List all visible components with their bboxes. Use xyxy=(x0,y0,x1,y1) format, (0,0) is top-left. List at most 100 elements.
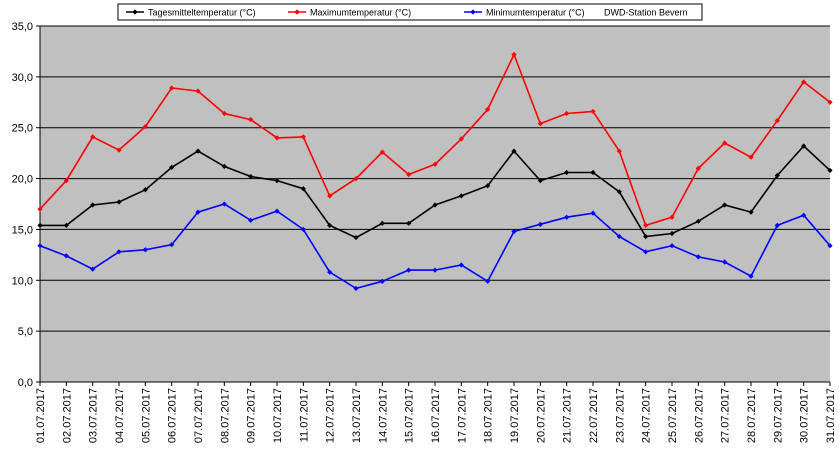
data-point xyxy=(221,201,227,207)
data-point xyxy=(669,230,675,237)
data-point xyxy=(195,88,201,94)
data-point xyxy=(274,178,280,184)
data-point xyxy=(327,269,333,275)
x-tick-label: 01.07.2017 xyxy=(35,388,47,443)
legend-box xyxy=(117,3,703,21)
y-tick-label: 0,0 xyxy=(18,377,33,389)
x-tick-label: 09.07.2017 xyxy=(246,388,258,443)
data-point xyxy=(353,175,359,182)
data-point xyxy=(169,85,175,91)
data-point xyxy=(379,278,385,284)
x-tick-label: 21.07.2017 xyxy=(562,388,574,443)
y-axis: 0,0 5,0 10,0 15,0 20,0 25,0 30,0 35,0 xyxy=(12,21,41,389)
data-point xyxy=(432,267,438,273)
data-point xyxy=(590,108,596,115)
data-point xyxy=(774,117,780,124)
y-tick-label: 30,0 xyxy=(12,72,33,84)
x-tick-label: 18.07.2017 xyxy=(483,388,495,443)
data-point xyxy=(248,116,254,123)
x-tick-label: 06.07.2017 xyxy=(167,388,179,443)
data-point xyxy=(300,134,306,140)
y-tick-label: 10,0 xyxy=(12,275,33,287)
data-point xyxy=(485,183,491,189)
data-point xyxy=(695,218,701,224)
data-point xyxy=(90,202,96,208)
data-point xyxy=(274,208,280,214)
data-point xyxy=(801,143,807,149)
data-point xyxy=(590,169,596,176)
data-point xyxy=(722,259,728,265)
legend-label: Minimumtemperatur (°C) xyxy=(486,8,585,18)
data-point xyxy=(564,169,570,176)
data-point xyxy=(379,149,385,155)
data-point xyxy=(90,134,96,140)
data-point xyxy=(169,242,175,248)
y-tick-label: 5,0 xyxy=(18,326,33,338)
data-point xyxy=(353,234,359,241)
x-tick-label: 15.07.2017 xyxy=(404,388,416,443)
data-point xyxy=(221,110,227,117)
x-tick-label: 27.07.2017 xyxy=(720,388,732,443)
data-point xyxy=(537,178,543,184)
data-point xyxy=(432,202,438,208)
data-point xyxy=(827,167,833,174)
legend-label: Tagesmitteltemperatur (°C) xyxy=(148,8,256,18)
data-point xyxy=(669,214,675,220)
data-point xyxy=(195,148,201,154)
data-point xyxy=(116,147,122,153)
data-point xyxy=(142,124,148,130)
data-point xyxy=(37,243,43,249)
data-point xyxy=(63,253,69,259)
data-point xyxy=(142,187,148,193)
y-tick-label: 20,0 xyxy=(12,174,33,186)
data-point xyxy=(643,233,649,240)
x-tick-label: 10.07.2017 xyxy=(272,388,284,443)
data-point xyxy=(37,222,43,228)
data-point xyxy=(616,233,622,240)
data-point xyxy=(63,178,69,184)
y-tick-label: 35,0 xyxy=(12,21,33,33)
data-point xyxy=(801,212,807,218)
data-point xyxy=(248,217,254,223)
legend-swatch-marker xyxy=(470,9,476,15)
data-point xyxy=(774,222,780,228)
data-point xyxy=(458,262,464,268)
x-tick-label: 31.07.2017 xyxy=(825,388,837,443)
data-point xyxy=(722,202,728,208)
data-point xyxy=(142,247,148,253)
x-tick-label: 07.07.2017 xyxy=(193,388,205,443)
data-point xyxy=(195,209,201,215)
data-point xyxy=(537,121,543,127)
data-point xyxy=(221,163,227,169)
x-tick-label: 14.07.2017 xyxy=(377,388,389,443)
data-point xyxy=(485,278,491,284)
data-point xyxy=(458,193,464,199)
data-point xyxy=(643,249,649,255)
x-tick-label: 29.07.2017 xyxy=(772,388,784,443)
x-tick-label: 19.07.2017 xyxy=(509,388,521,443)
legend-swatch-marker xyxy=(132,9,138,15)
legend: Tagesmitteltemperatur (°C) Maximumtempera… xyxy=(117,3,703,21)
data-point xyxy=(643,222,649,228)
x-tick-label: 13.07.2017 xyxy=(351,388,363,443)
data-point xyxy=(511,148,517,154)
data-point xyxy=(274,135,280,141)
x-tick-label: 05.07.2017 xyxy=(140,388,152,443)
series-3 xyxy=(37,201,833,292)
data-point xyxy=(511,228,517,235)
x-tick-label: 23.07.2017 xyxy=(614,388,626,443)
data-point xyxy=(695,254,701,260)
data-point xyxy=(748,273,754,279)
x-tick-label: 25.07.2017 xyxy=(667,388,679,443)
data-point xyxy=(353,285,359,292)
legend-swatch-marker xyxy=(294,9,300,15)
data-point xyxy=(827,99,833,105)
data-point xyxy=(827,243,833,249)
data-point xyxy=(406,267,412,273)
data-point xyxy=(300,226,306,233)
x-axis: 01.07.2017 02.07.2017 03.07.2017 04.07.2017… xyxy=(35,381,837,443)
x-tick-label: 30.07.2017 xyxy=(799,388,811,443)
data-point xyxy=(379,220,385,226)
data-point xyxy=(774,172,780,179)
